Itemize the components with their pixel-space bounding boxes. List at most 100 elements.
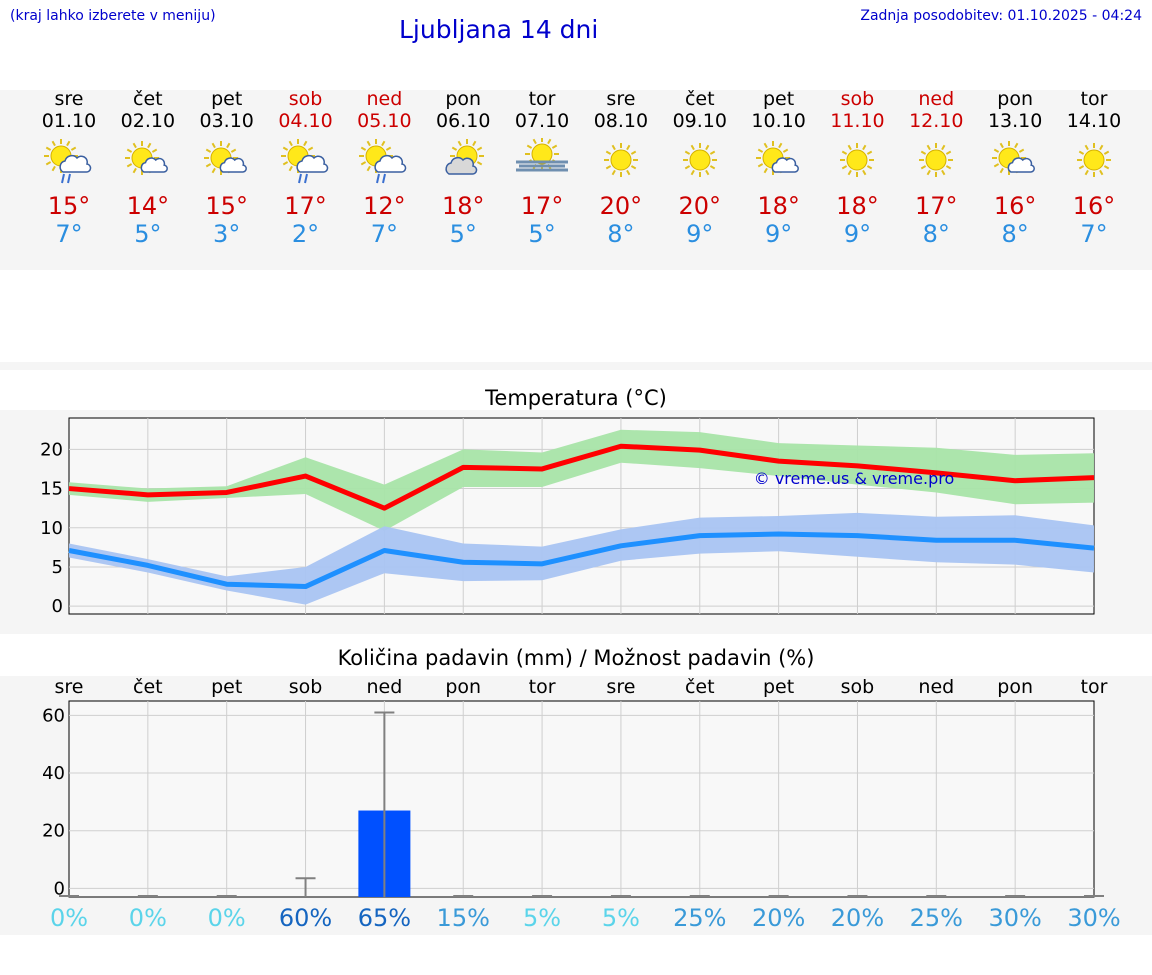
precip-probability: 0% — [129, 904, 167, 932]
day-label: pet — [211, 676, 242, 698]
day-label: sre — [55, 676, 84, 698]
sun-fog-icon — [516, 138, 569, 172]
day-date: 02.10 — [120, 110, 176, 132]
max-temperature: 16° — [993, 192, 1037, 220]
sun-small-cloud-icon — [203, 141, 247, 175]
y-tick-label: 5 — [52, 557, 63, 578]
day-name: čet — [684, 88, 715, 110]
day-name: sre — [54, 88, 84, 110]
day-label: pet — [763, 676, 794, 698]
day-label: sob — [289, 676, 323, 698]
max-temperature: 12° — [363, 192, 406, 220]
plot-area — [68, 700, 1095, 898]
day-date: 08.10 — [593, 110, 649, 132]
sun-icon — [682, 143, 717, 177]
day-label: čet — [133, 676, 163, 698]
precip-probability: 0% — [50, 904, 88, 932]
max-temp-line — [68, 443, 1095, 511]
day-column: ned 05.10 12° 7° — [344, 88, 424, 248]
y-tick-label: 0 — [52, 596, 63, 617]
min-temperature: 7° — [370, 220, 399, 248]
min-temperature: 5° — [528, 220, 556, 248]
day-column: pet 10.10 18° 9° — [739, 88, 819, 248]
min-temperature: 8° — [922, 220, 950, 248]
day-label: čet — [685, 676, 715, 698]
location-menu-hint[interactable]: (kraj lahko izberete v meniju) — [10, 8, 216, 24]
min-temp-line — [68, 531, 1095, 590]
day-column: pet 03.10 15° 3° — [187, 88, 267, 248]
day-name: pet — [211, 88, 243, 110]
day-date: 09.10 — [672, 110, 727, 132]
y-tick-label: 20 — [42, 821, 65, 842]
precip-probability: 15% — [437, 904, 490, 932]
sun-small-cloud-icon — [992, 141, 1036, 175]
day-column: pon 06.10 18° 5° — [423, 88, 503, 248]
day-label: tor — [1081, 676, 1108, 698]
day-name: ned — [918, 88, 955, 110]
sun-cloud-rain-icon — [280, 139, 328, 184]
day-label: ned — [366, 676, 402, 698]
precipitation-chart: sre čet pet sob ned pon tor sre čet pet sob ned pon t… — [42, 676, 1121, 932]
sun-icon — [1077, 143, 1111, 177]
day-label: sre — [606, 676, 635, 698]
day-date: 07.10 — [514, 110, 570, 132]
day-column: pon 13.10 16° 8° — [975, 88, 1055, 248]
min-temperature: 7° — [55, 220, 83, 248]
max-temperature: 15° — [205, 192, 248, 220]
y-tick-label: 15 — [40, 479, 63, 500]
day-name: sre — [606, 88, 636, 110]
day-date: 04.10 — [278, 110, 333, 132]
day-date: 10.10 — [751, 110, 806, 132]
watermark-text: © vreme.us & vreme.pro — [754, 469, 955, 488]
section-divider — [0, 362, 1152, 370]
y-tick-label: 0 — [54, 878, 65, 899]
sun-cloud-rain-icon — [359, 139, 407, 184]
precip-probability: 25% — [910, 904, 963, 932]
max-temperature: 16° — [1072, 192, 1116, 220]
max-temperature: 14° — [126, 192, 170, 220]
sun-cloud-rain-icon — [44, 139, 92, 184]
day-column: tor 07.10 17° 5° — [502, 88, 582, 248]
day-column: čet 09.10 20° 9° — [660, 88, 740, 248]
day-column: ned 12.10 17° 8° — [896, 88, 976, 248]
day-date: 06.10 — [436, 110, 491, 132]
day-name: ned — [366, 88, 403, 110]
day-name: sob — [840, 88, 875, 110]
sun-small-cloud-icon — [124, 141, 168, 175]
day-name: sob — [288, 88, 323, 110]
max-temperature: 17° — [915, 192, 958, 220]
min-temperature: 5° — [449, 220, 477, 248]
min-temperature: 9° — [843, 220, 872, 248]
precipitation-chart-title: Količina padavin (mm) / Možnost padavin … — [337, 646, 815, 670]
max-temperature: 17° — [284, 192, 327, 220]
precip-probability: 5% — [523, 904, 561, 932]
day-date: 01.10 — [41, 110, 97, 132]
day-label: pon — [997, 676, 1033, 698]
max-temperature: 20° — [678, 192, 722, 220]
day-column: čet 02.10 14° 5° — [108, 88, 188, 248]
max-temperature: 18° — [441, 192, 485, 220]
min-temperature: 8° — [607, 220, 635, 248]
day-name: pon — [445, 88, 482, 110]
min-temperature: 7° — [1080, 220, 1108, 248]
day-name: pet — [763, 88, 795, 110]
y-tick-label: 60 — [42, 705, 65, 726]
sun-icon — [840, 143, 875, 177]
day-date: 12.10 — [909, 110, 964, 132]
max-temperature: 17° — [520, 192, 564, 220]
min-temperature: 3° — [213, 220, 241, 248]
day-column: sre 08.10 20° 8° — [581, 88, 661, 248]
sun-icon — [919, 143, 954, 177]
day-date: 14.10 — [1066, 110, 1122, 132]
forecast-strip — [0, 90, 1152, 270]
precip-probability: 60% — [279, 904, 332, 932]
temperature-chart-title: Temperatura (°C) — [485, 386, 667, 410]
day-label: sob — [841, 676, 875, 698]
min-temperature: 5° — [134, 220, 162, 248]
min-temperature: 2° — [291, 220, 320, 248]
sun-small-cloud-icon — [755, 141, 799, 175]
precip-probability: 0% — [208, 904, 246, 932]
min-temperature: 8° — [1001, 220, 1029, 248]
precip-probability: 20% — [831, 904, 884, 932]
day-date: 05.10 — [357, 110, 412, 132]
